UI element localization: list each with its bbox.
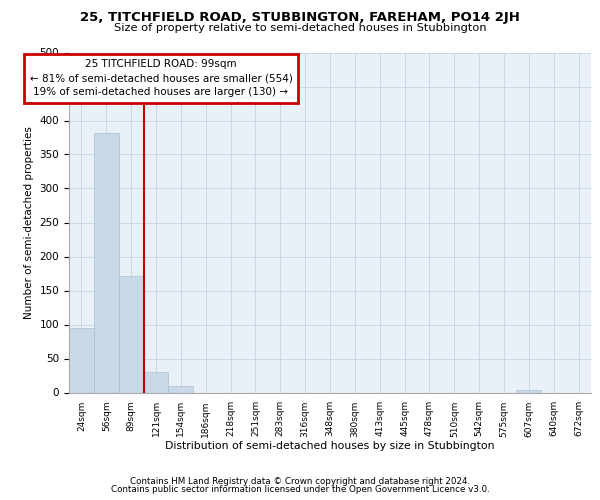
Bar [94,132,119,392]
Bar [517,390,541,392]
Text: Contains public sector information licensed under the Open Government Licence v3: Contains public sector information licen… [110,485,490,494]
Bar [119,276,143,392]
Text: Size of property relative to semi-detached houses in Stubbington: Size of property relative to semi-detach… [113,23,487,33]
Y-axis label: Number of semi-detached properties: Number of semi-detached properties [24,126,34,319]
Text: 25, TITCHFIELD ROAD, STUBBINGTON, FAREHAM, PO14 2JH: 25, TITCHFIELD ROAD, STUBBINGTON, FAREHA… [80,11,520,24]
Text: Distribution of semi-detached houses by size in Stubbington: Distribution of semi-detached houses by … [165,441,495,451]
Text: 25 TITCHFIELD ROAD: 99sqm
← 81% of semi-detached houses are smaller (554)
19% of: 25 TITCHFIELD ROAD: 99sqm ← 81% of semi-… [29,60,292,98]
Text: Contains HM Land Registry data © Crown copyright and database right 2024.: Contains HM Land Registry data © Crown c… [130,477,470,486]
Bar [169,386,193,392]
Bar [69,328,94,392]
Bar [143,372,169,392]
